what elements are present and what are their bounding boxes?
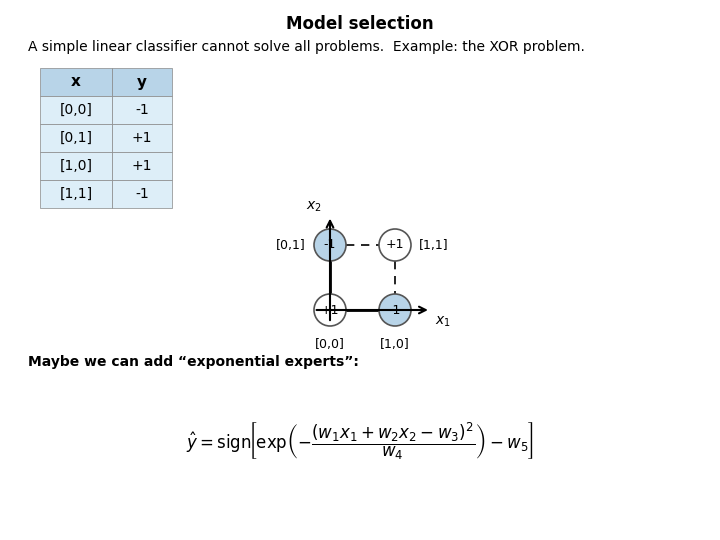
Text: +1: +1 [132, 159, 152, 173]
Text: [1,0]: [1,0] [60, 159, 92, 173]
Text: Maybe we can add “exponential experts”:: Maybe we can add “exponential experts”: [28, 355, 359, 369]
Text: $x_2$: $x_2$ [306, 199, 322, 214]
Bar [112, 180, 172, 208]
Bar [40, 152, 112, 180]
Text: +1: +1 [320, 303, 339, 316]
Text: +1: +1 [386, 239, 404, 252]
Text: [1,1]: [1,1] [419, 239, 449, 252]
Text: [1,0]: [1,0] [380, 338, 410, 351]
Text: [0,0]: [0,0] [315, 338, 345, 351]
Text: [0,1]: [0,1] [60, 131, 92, 145]
Bar [112, 96, 172, 124]
Text: y: y [137, 75, 147, 90]
Bar [40, 124, 112, 152]
Text: [0,1]: [0,1] [276, 239, 306, 252]
Bar [40, 96, 112, 124]
Text: -1: -1 [135, 187, 149, 201]
Bar [40, 68, 112, 96]
Text: -1: -1 [135, 103, 149, 117]
Text: +1: +1 [132, 131, 152, 145]
Bar [112, 68, 172, 96]
Bar [112, 152, 172, 180]
Text: -1: -1 [324, 239, 336, 252]
Text: A simple linear classifier cannot solve all problems.  Example: the XOR problem.: A simple linear classifier cannot solve … [28, 40, 585, 54]
Text: $x_1$: $x_1$ [435, 315, 451, 329]
Text: [1,1]: [1,1] [60, 187, 93, 201]
Bar [112, 124, 172, 152]
Circle shape [314, 294, 346, 326]
Bar [40, 180, 112, 208]
Circle shape [314, 229, 346, 261]
Text: $\hat{y} = \mathrm{sign}\!\left[\exp\!\left(-\dfrac{(w_1 x_1 + w_2 x_2 - w_3)^2}: $\hat{y} = \mathrm{sign}\!\left[\exp\!\l… [186, 420, 534, 462]
Text: Model selection: Model selection [286, 15, 434, 33]
Text: -1: -1 [389, 303, 401, 316]
Circle shape [379, 294, 411, 326]
Circle shape [379, 229, 411, 261]
Text: [0,0]: [0,0] [60, 103, 92, 117]
Text: x: x [71, 75, 81, 90]
